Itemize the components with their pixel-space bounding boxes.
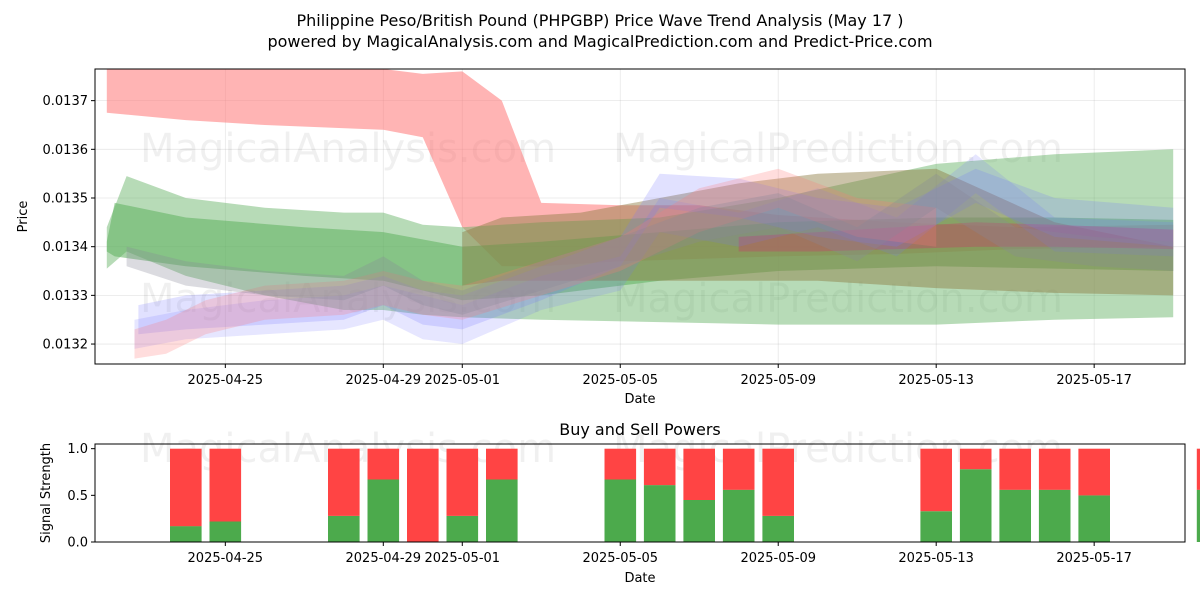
sell-bar-16 [1078,448,1110,496]
signal-y-tick-label-0: 0.0 [67,536,88,551]
price-y-tick-label-0: 0.0132 [43,338,89,353]
buy-bar-1 [209,521,242,542]
band-red-band [106,69,1174,267]
signal-x-tick-label-2: 2025-05-01 [425,551,501,566]
band-blue-band-2 [134,154,1174,349]
buy-bar-7 [604,479,637,542]
buy-bar-15 [1038,489,1071,542]
buy-bar-17 [1196,489,1200,542]
buy-bar-10 [722,489,755,542]
sell-bar-0 [170,448,202,527]
chart-title-line2: powered by MagicalAnalysis.com and Magic… [267,32,932,51]
buy-bar-11 [762,515,794,542]
sell-bar-6 [486,448,518,480]
price-y-tick-label-2: 0.0134 [43,240,89,255]
sell-bar-17 [1196,448,1200,490]
price-x-tick-label-6: 2025-05-17 [1056,373,1132,388]
price-y-tick-label-5: 0.0137 [43,94,89,109]
signal-plot-frame [94,443,1186,543]
signal-x-tick-label-3: 2025-05-05 [582,551,658,566]
sell-bar-4 [407,448,439,542]
price-x-tick-label-2: 2025-05-01 [425,373,501,388]
sell-bar-13 [959,448,992,470]
signal-y-axis-label: Signal Strength [39,443,54,543]
price-panel: MagicalAnalysis.com MagicalPrediction.com… [16,68,1186,407]
signal-y-tick-label-1: 0.5 [67,489,88,504]
signal-x-tick-label-1: 2025-04-29 [346,551,422,566]
sell-bar-8 [643,448,676,486]
sell-bar-7 [604,448,637,480]
sell-bar-2 [328,448,360,516]
sell-bar-10 [722,448,755,490]
sell-bar-1 [209,448,242,522]
buy-bar-12 [920,511,952,542]
sell-bar-9 [683,448,715,500]
price-x-axis-label: Date [624,392,655,407]
signal-x-tick-label-5: 2025-05-13 [898,551,974,566]
price-y-tick-label-1: 0.0133 [43,289,89,304]
signal-y-tick-label-2: 1.0 [67,442,88,457]
price-y-tick-label-3: 0.0135 [43,192,89,207]
signal-x-axis-label: Date [624,571,655,586]
price-x-tick-label-3: 2025-05-05 [582,373,658,388]
band-green-band-dark [106,202,1174,301]
sell-bar-14 [999,448,1031,490]
sell-bar-12 [920,448,952,512]
signal-x-tick-label-0: 2025-04-25 [188,551,264,566]
buy-bar-6 [486,479,518,542]
band-red-band-small [134,168,937,359]
signal-panel-title: Buy and Sell Powers [559,420,721,439]
watermark-top-right: MagicalPrediction.com [613,126,1063,172]
band-gray-band [126,173,1174,315]
sell-bar-3 [367,448,400,480]
price-x-tick-label-1: 2025-04-29 [346,373,422,388]
price-y-tick-label-4: 0.0136 [43,143,89,158]
buy-bar-16 [1078,495,1110,542]
sell-bar-5 [446,448,479,516]
price-x-tick-label-4: 2025-05-09 [740,373,816,388]
price-y-axis-label: Price [16,201,31,233]
chart-title-line1: Philippine Peso/British Pound (PHPGBP) P… [296,11,903,30]
watermark-mid-right: MagicalPrediction.com [613,276,1063,322]
signal-panel: Buy and Sell PowersMagicalAnalysis.comMa… [39,420,1200,586]
signal-x-tick-label-4: 2025-05-09 [740,551,816,566]
sell-bar-15 [1038,448,1071,490]
buy-bar-8 [643,485,676,542]
price-x-tick-label-0: 2025-04-25 [188,373,264,388]
price-x-tick-label-5: 2025-05-13 [898,373,974,388]
buy-bar-5 [446,515,479,542]
buy-bar-0 [170,526,202,542]
buy-bar-9 [683,500,715,542]
band-pink-band [738,222,1174,252]
band-blue-band-1 [138,168,1174,335]
buy-bar-14 [999,489,1031,542]
watermark-bottom-right: MagicalPrediction.com [613,426,1063,472]
price-bands [106,69,1174,359]
band-brown-band [462,168,1174,296]
price-plot-frame [94,68,1186,365]
buy-bar-3 [367,479,400,542]
sell-bar-11 [762,448,794,516]
buy-bar-13 [959,469,992,542]
buy-bar-2 [328,515,360,542]
signal-x-tick-label-6: 2025-05-17 [1056,551,1132,566]
